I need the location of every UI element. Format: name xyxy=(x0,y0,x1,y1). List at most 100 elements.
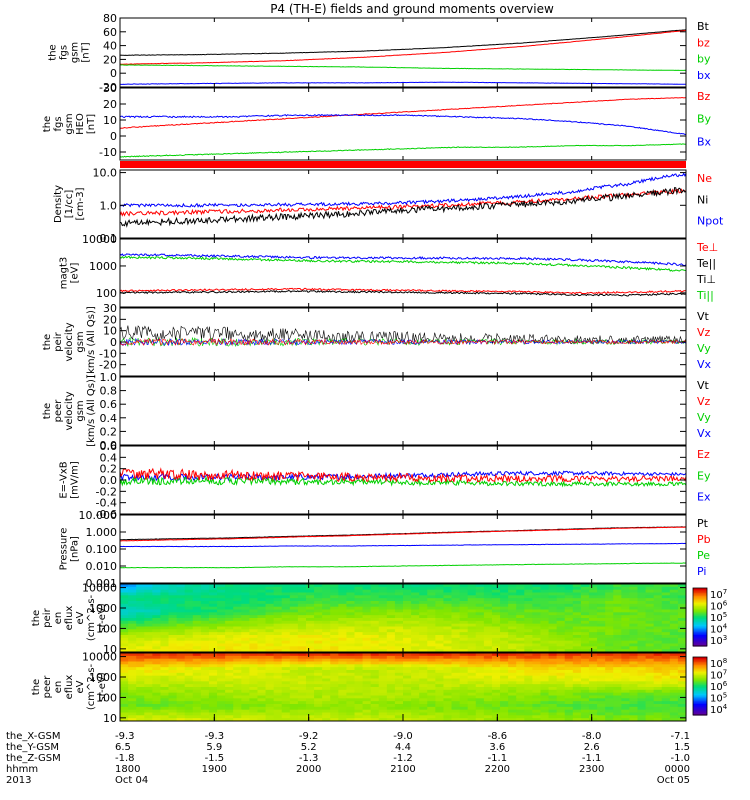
heatmap-cell xyxy=(403,701,412,705)
heatmap-cell xyxy=(677,667,686,671)
colorbar-frame xyxy=(692,656,708,716)
heatmap-cell xyxy=(322,635,331,639)
heatmap-cell xyxy=(144,704,153,708)
heatmap-cell xyxy=(249,606,259,611)
heatmap-cell xyxy=(645,709,655,714)
heatmap-cell xyxy=(378,672,388,677)
heatmap-cell xyxy=(532,655,542,660)
heatmap-cell xyxy=(314,632,323,636)
heatmap-cell xyxy=(483,615,493,619)
heatmap-cell xyxy=(467,664,477,668)
heatmap-cell xyxy=(613,658,622,663)
heatmap-cell xyxy=(588,623,598,628)
colorbar-step xyxy=(693,678,707,681)
heatmap-cell xyxy=(168,629,178,633)
legend-Pi: Pi xyxy=(697,565,706,578)
heatmap-cell xyxy=(249,620,259,625)
heatmap-cell xyxy=(475,675,485,680)
y-label-line: gsm xyxy=(70,42,81,63)
heatmap-cell xyxy=(403,709,412,714)
heatmap-cell xyxy=(411,637,420,642)
heatmap-cell xyxy=(403,712,412,716)
heatmap-cell xyxy=(200,672,210,677)
heatmap-cell xyxy=(491,626,501,630)
heatmap-cell xyxy=(208,620,218,625)
heatmap-cell xyxy=(443,643,453,647)
heatmap-cell xyxy=(524,589,533,594)
heatmap-cell xyxy=(605,664,614,668)
heatmap-cell xyxy=(281,615,291,619)
heatmap-cell xyxy=(217,687,226,691)
heatmap-cell xyxy=(386,635,396,639)
heatmap-cell xyxy=(281,709,291,714)
heatmap-cell xyxy=(661,598,671,602)
heatmap-cell xyxy=(265,687,275,691)
heatmap-cell xyxy=(597,706,606,711)
heatmap-cell xyxy=(208,629,218,633)
heatmap-cell xyxy=(605,609,614,613)
heatmap-cell xyxy=(378,687,388,691)
heatmap-cell xyxy=(653,689,663,694)
heatmap-cell xyxy=(435,678,445,682)
heatmap-cell xyxy=(168,615,178,619)
heatmap-cell xyxy=(322,709,331,714)
heatmap-cell xyxy=(330,684,339,688)
heatmap-cell xyxy=(629,684,639,688)
heatmap-cell xyxy=(443,632,453,636)
heatmap-cell xyxy=(516,640,525,645)
heatmap-cell xyxy=(556,718,566,721)
heatmap-cell xyxy=(540,698,550,702)
heatmap-cell xyxy=(386,632,396,636)
heatmap-cell xyxy=(338,620,347,625)
heatmap-cell xyxy=(370,706,380,711)
heatmap-cell xyxy=(208,653,218,657)
heatmap-cell xyxy=(548,664,558,668)
heatmap-cell xyxy=(233,672,242,677)
heatmap-cell xyxy=(524,620,533,625)
heatmap-cell xyxy=(597,698,606,702)
heatmap-cell xyxy=(144,592,153,596)
heatmap-cell xyxy=(516,698,525,702)
heatmap-cell xyxy=(265,664,275,668)
heatmap-cell xyxy=(354,595,364,599)
heatmap-cell xyxy=(184,629,194,633)
heatmap-cell xyxy=(330,612,339,616)
heatmap-cell xyxy=(451,678,461,682)
heatmap-cell xyxy=(605,589,614,594)
heatmap-cell xyxy=(378,646,388,650)
heatmap-cell xyxy=(152,646,162,650)
heatmap-cell xyxy=(346,678,356,682)
heatmap-cell xyxy=(192,664,202,668)
heatmap-cell xyxy=(233,598,242,602)
heatmap-cell xyxy=(314,715,323,719)
series-Ti|| xyxy=(120,255,686,272)
heatmap-cell xyxy=(419,670,428,674)
series-Bx xyxy=(120,113,686,136)
heatmap-cell xyxy=(597,629,606,633)
colorbar-tick-label: 106 xyxy=(710,680,728,693)
heatmap-cell xyxy=(435,704,445,708)
heatmap-cell xyxy=(443,615,453,619)
heatmap-cell xyxy=(556,595,566,599)
heatmap-cell xyxy=(459,712,469,716)
heatmap-cell xyxy=(249,701,259,705)
heatmap-cell xyxy=(451,712,461,716)
heatmap-cell xyxy=(532,715,542,719)
heatmap-cell xyxy=(443,629,453,633)
heatmap-cell xyxy=(459,649,469,652)
heatmap-cell xyxy=(233,584,242,588)
heatmap-cell xyxy=(621,678,630,682)
heatmap-cell xyxy=(475,704,485,708)
heatmap-cell xyxy=(629,687,639,691)
heatmap-cell xyxy=(500,612,509,616)
heatmap-cell xyxy=(305,598,315,602)
heatmap-cell xyxy=(613,637,622,642)
heatmap-cell xyxy=(289,595,299,599)
heatmap-cell xyxy=(419,606,428,611)
heatmap-cell xyxy=(128,618,137,622)
heatmap-cell xyxy=(346,592,356,596)
heatmap-cell xyxy=(467,675,477,680)
heatmap-cell xyxy=(500,598,509,602)
colorbar-step xyxy=(693,618,707,621)
